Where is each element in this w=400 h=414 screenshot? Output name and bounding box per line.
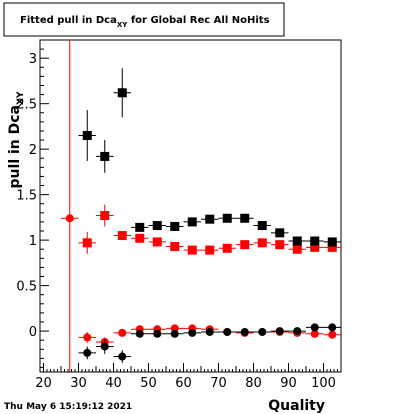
x-tick-label: 90 (280, 376, 297, 391)
data-point-square (292, 244, 302, 254)
plot-frame (39, 39, 342, 373)
x-tick-label: 70 (210, 376, 227, 391)
data-point-circle (328, 323, 337, 332)
data-point-circle (83, 348, 92, 357)
data-point-circle (100, 342, 109, 351)
data-point-circle (153, 329, 162, 338)
y-tick-label: 0 (29, 325, 37, 340)
chart-title-sub: XY (117, 21, 128, 29)
data-point-square (135, 222, 145, 232)
chart-title-rest: for Global Rec All NoHits (127, 15, 269, 26)
data-point-square (310, 236, 320, 246)
data-point-square (275, 228, 285, 238)
data-point-square (117, 231, 127, 241)
chart-title-main: Fitted pull in Dca (20, 15, 117, 26)
y-axis-title-sub: XY (16, 91, 26, 105)
footer-timestamp: Thu May 6 15:19:12 2021 (4, 402, 132, 412)
data-point-square (170, 241, 180, 251)
x-tick-label: 60 (175, 376, 192, 391)
x-axis-title: Quality (268, 398, 325, 414)
data-point-square (222, 243, 232, 253)
data-point-square (82, 238, 92, 248)
data-point-square (152, 237, 162, 247)
data-point-square (187, 245, 197, 255)
y-axis-title: pull in DcaXY (7, 91, 26, 188)
data-point-square (257, 221, 267, 231)
plot-area: 20 30 40 50 60 70 80 90 100 0 0.5 1 1.5 2 2.5 3 (16, 39, 342, 391)
y-tick-label: 2 (29, 143, 37, 158)
x-tick-label: 50 (140, 376, 157, 391)
data-point-circle (258, 327, 267, 336)
y-axis-title-main: pull in Dca (7, 105, 23, 188)
x-tick-label: 40 (105, 376, 122, 391)
data-point-square (327, 242, 337, 252)
y-tick-label: 0.5 (16, 280, 37, 295)
data-point-square (222, 213, 232, 223)
data-point-square (327, 237, 337, 247)
data-point-square (205, 214, 215, 224)
data-point-square (117, 88, 127, 98)
x-tick-label: 100 (311, 376, 336, 391)
data-point-circle (83, 333, 92, 342)
y-tick-label: 1.5 (16, 189, 37, 204)
data-point-circle (240, 327, 249, 336)
y-tick-label: 3 (29, 52, 37, 67)
data-point-circle (118, 352, 127, 361)
data-point-square (135, 233, 145, 243)
chart-title-box: Fitted pull in DcaXY for Global Rec All … (3, 2, 285, 37)
y-tick-label: 2.5 (16, 98, 37, 113)
data-point-circle (135, 329, 144, 338)
data-point-circle (118, 328, 127, 337)
data-point-circle (310, 329, 319, 338)
data-point-circle (65, 214, 74, 223)
data-point-circle (223, 327, 232, 336)
data-point-circle (170, 329, 179, 338)
y-tick-label: 1 (29, 234, 37, 249)
data-point-square (152, 221, 162, 231)
data-point-square (240, 240, 250, 250)
data-point-circle (310, 323, 319, 332)
x-tick-label: 80 (245, 376, 262, 391)
data-point-circle (188, 328, 197, 337)
data-point-circle (293, 327, 302, 336)
data-point-square (310, 242, 320, 252)
data-point-square (100, 151, 110, 161)
data-point-square (170, 221, 180, 231)
data-point-square (82, 131, 92, 141)
data-point-square (257, 238, 267, 248)
x-tick-label: 20 (35, 376, 52, 391)
chart-title: Fitted pull in DcaXY for Global Rec All … (20, 15, 270, 29)
data-point-square (275, 240, 285, 250)
data-point-circle (275, 327, 284, 336)
data-point-square (100, 211, 110, 221)
data-point-circle (205, 327, 214, 336)
x-tick-label: 30 (70, 376, 87, 391)
data-point-square (205, 245, 215, 255)
data-point-circle (328, 330, 337, 339)
data-point-square (187, 217, 197, 227)
data-point-square (292, 236, 302, 246)
data-point-square (240, 213, 250, 223)
